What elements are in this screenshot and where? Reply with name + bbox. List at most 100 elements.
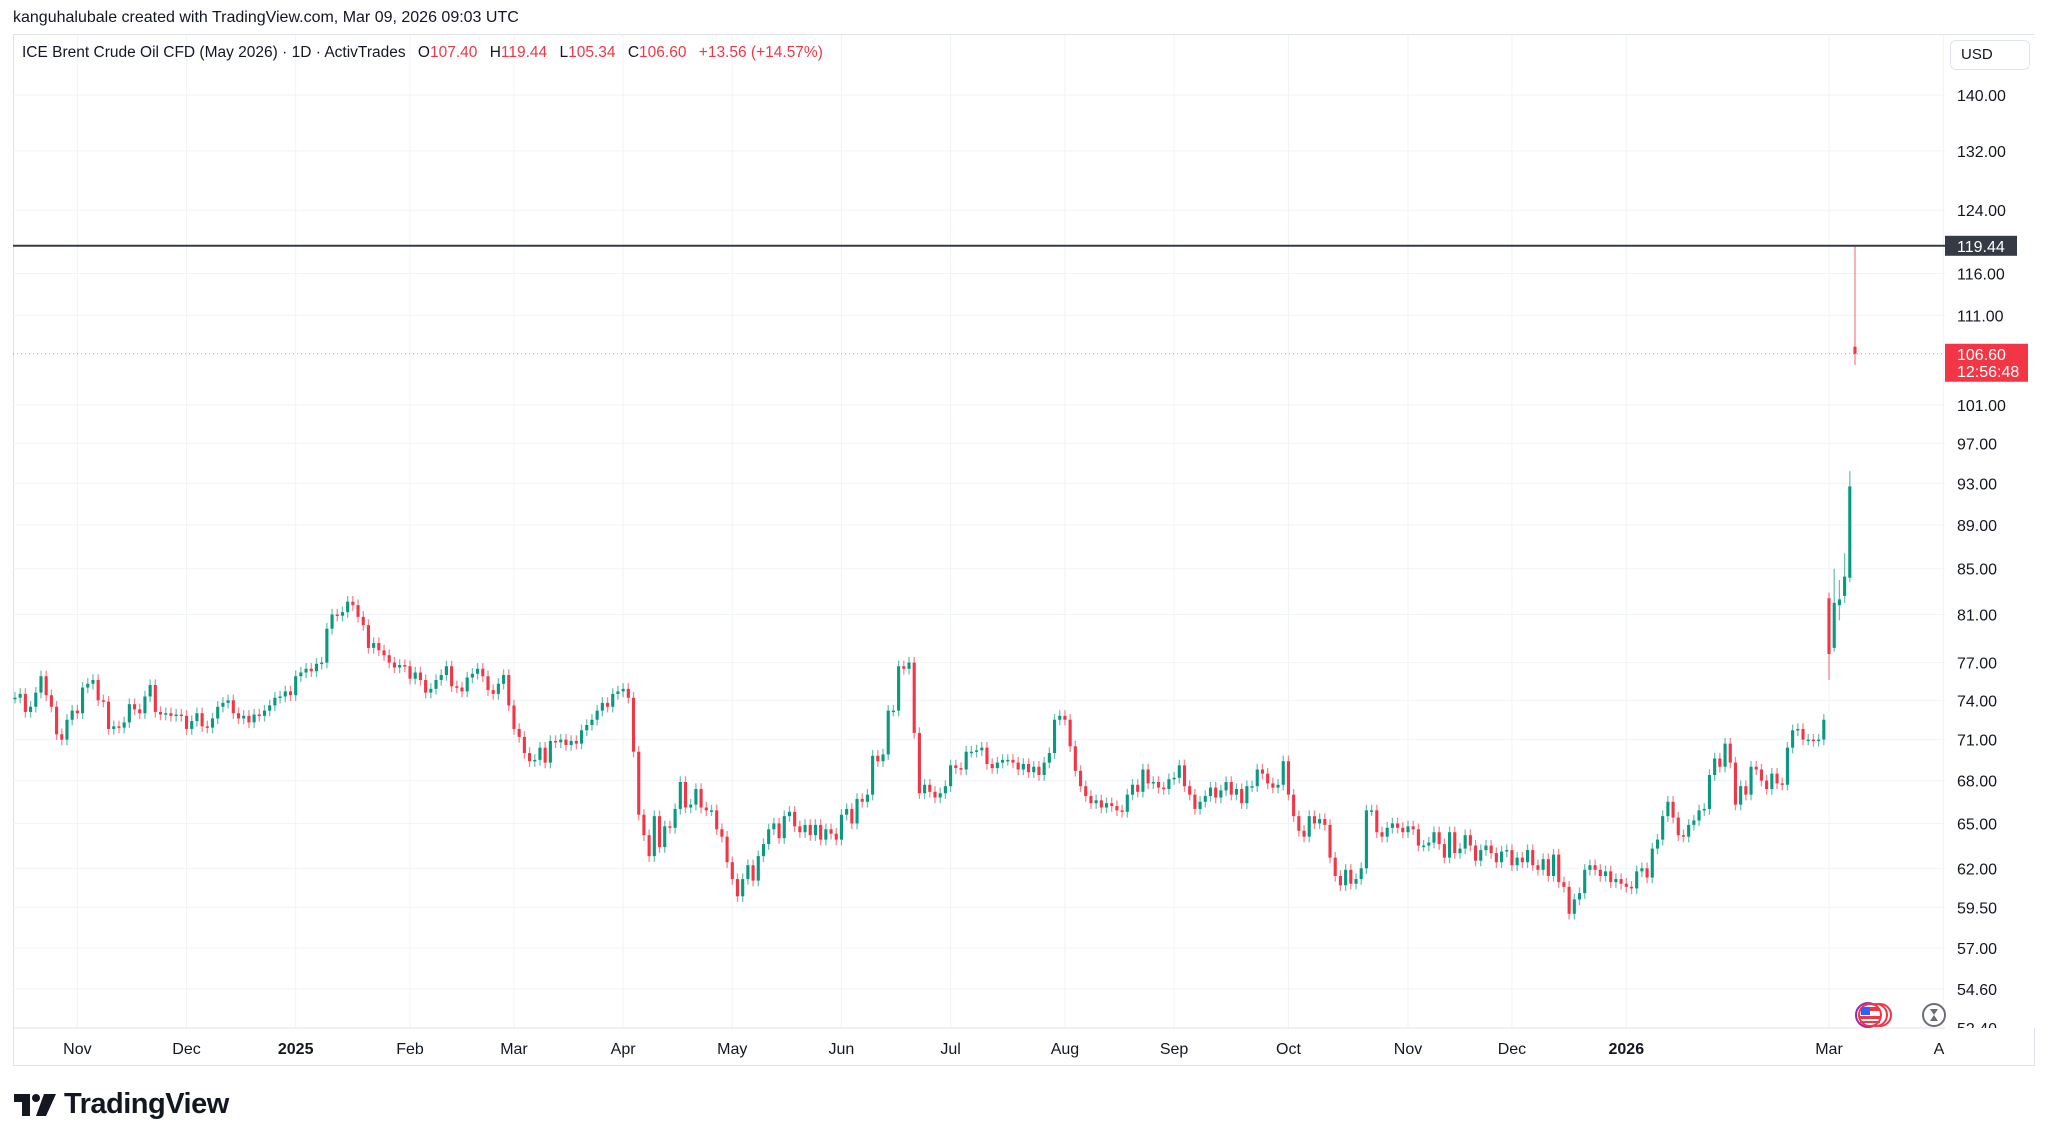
candle[interactable] (933, 786, 937, 804)
candle[interactable] (1219, 784, 1223, 804)
candle[interactable] (907, 656, 911, 675)
candle[interactable] (1853, 245, 1857, 366)
candle[interactable] (1104, 797, 1109, 814)
candle[interactable] (304, 663, 308, 679)
candle[interactable] (1754, 761, 1758, 776)
candle[interactable] (496, 678, 500, 700)
candle[interactable] (1635, 865, 1639, 895)
candle[interactable] (959, 762, 963, 776)
candle[interactable] (1214, 781, 1218, 804)
candle[interactable] (1027, 758, 1031, 778)
candle[interactable] (1037, 761, 1041, 781)
candle[interactable] (938, 787, 942, 804)
candle[interactable] (470, 668, 474, 684)
candle[interactable] (1110, 797, 1114, 812)
candle[interactable] (242, 710, 246, 725)
candle[interactable] (1531, 844, 1535, 871)
candle[interactable] (398, 659, 402, 674)
candle[interactable] (1338, 870, 1342, 891)
candle[interactable] (179, 708, 183, 722)
candle[interactable] (1401, 822, 1405, 838)
candle[interactable] (387, 649, 391, 669)
candle[interactable] (538, 741, 542, 766)
candle[interactable] (1349, 864, 1353, 890)
candle[interactable] (1182, 759, 1187, 792)
candle[interactable] (1785, 741, 1789, 791)
candle[interactable] (1749, 761, 1753, 801)
candle[interactable] (1505, 844, 1509, 858)
candle[interactable] (621, 683, 625, 698)
candle[interactable] (881, 748, 885, 767)
candle[interactable] (408, 660, 412, 685)
candle[interactable] (1676, 811, 1680, 841)
candle[interactable] (1307, 810, 1311, 843)
candle[interactable] (138, 703, 142, 719)
candle[interactable] (75, 704, 79, 719)
candle[interactable] (1390, 817, 1394, 834)
candle[interactable] (1484, 839, 1488, 856)
candle[interactable] (132, 698, 137, 716)
candle[interactable] (117, 720, 121, 734)
candle[interactable] (548, 735, 552, 769)
candle[interactable] (819, 819, 823, 846)
candle[interactable] (975, 744, 979, 758)
candle[interactable] (1042, 756, 1046, 781)
candle[interactable] (81, 681, 85, 719)
candle[interactable] (1229, 776, 1233, 801)
candle[interactable] (314, 658, 319, 677)
candle[interactable] (439, 669, 443, 686)
candle[interactable] (1801, 723, 1805, 746)
candle[interactable] (1115, 800, 1119, 817)
candle[interactable] (169, 707, 173, 722)
candle[interactable] (585, 719, 589, 736)
candle[interactable] (273, 692, 277, 712)
candle[interactable] (1718, 752, 1722, 773)
candle[interactable] (1681, 829, 1686, 843)
candle[interactable] (533, 754, 537, 767)
candle[interactable] (377, 637, 381, 657)
candle[interactable] (1713, 752, 1717, 781)
candle[interactable] (294, 670, 298, 701)
candle[interactable] (491, 684, 495, 700)
candle[interactable] (1593, 859, 1597, 876)
candle[interactable] (1671, 796, 1675, 824)
candle[interactable] (1520, 851, 1524, 868)
candle[interactable] (1707, 769, 1712, 815)
candle[interactable] (1354, 873, 1358, 890)
candle[interactable] (824, 823, 828, 846)
candle[interactable] (486, 670, 490, 696)
candle[interactable] (1739, 780, 1743, 811)
candle[interactable] (60, 728, 64, 746)
candle[interactable] (1344, 864, 1348, 891)
candle[interactable] (1406, 820, 1410, 838)
candle[interactable] (949, 759, 953, 792)
candle[interactable] (543, 741, 547, 769)
candle[interactable] (839, 809, 843, 846)
candle[interactable] (210, 712, 215, 734)
candle[interactable] (1172, 772, 1176, 785)
candle[interactable] (1058, 710, 1062, 726)
candle[interactable] (418, 666, 422, 686)
candle[interactable] (1359, 862, 1363, 885)
candle[interactable] (465, 671, 469, 698)
candle[interactable] (1770, 767, 1774, 795)
candle[interactable] (735, 873, 740, 902)
candle[interactable] (928, 779, 932, 798)
candle[interactable] (184, 710, 189, 735)
candle[interactable] (1640, 862, 1644, 878)
candle[interactable] (829, 823, 833, 840)
candle[interactable] (112, 720, 116, 735)
candle[interactable] (1203, 790, 1207, 808)
candle[interactable] (361, 611, 365, 631)
candle[interactable] (205, 720, 209, 734)
candle[interactable] (517, 723, 521, 743)
candle[interactable] (1572, 893, 1576, 920)
candle[interactable] (122, 716, 126, 734)
candle[interactable] (1001, 754, 1005, 769)
candle[interactable] (190, 715, 194, 735)
candle[interactable] (1546, 853, 1550, 882)
candle[interactable] (605, 697, 610, 713)
candle[interactable] (1499, 845, 1504, 868)
candle[interactable] (1281, 755, 1285, 791)
